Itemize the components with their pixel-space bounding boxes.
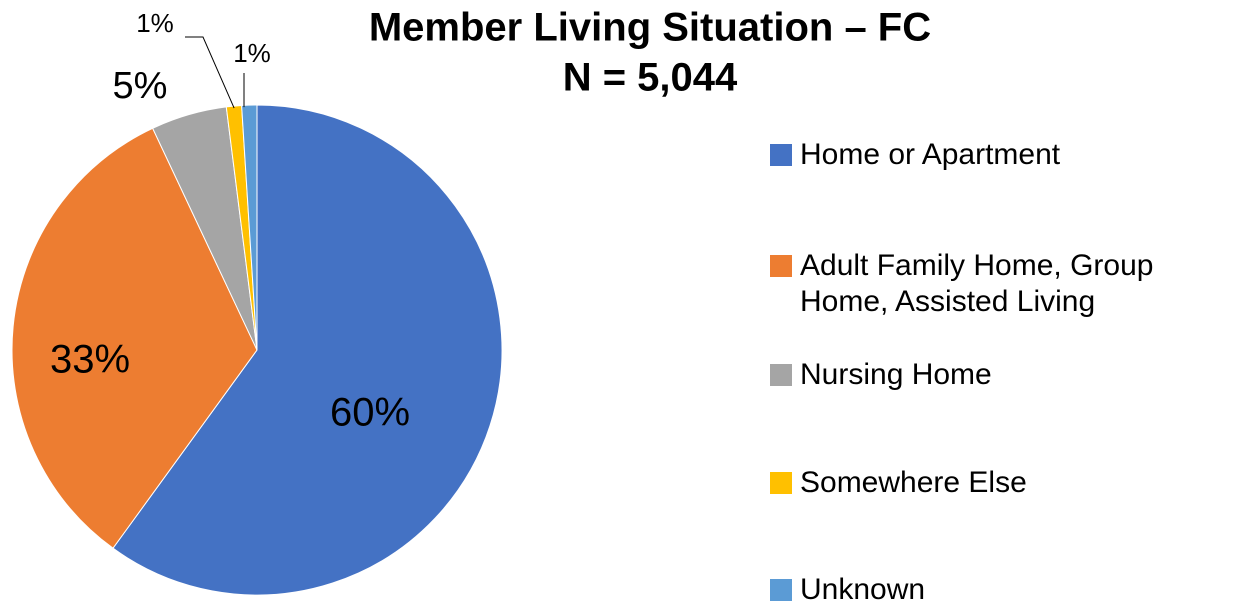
- legend-item: Adult Family Home, Group Home, Assisted …: [770, 248, 1240, 320]
- pie-slice: [112, 104, 503, 596]
- legend-swatch: [770, 472, 792, 494]
- legend-swatch: [770, 579, 792, 601]
- legend-label: Adult Family Home, Group Home, Assisted …: [800, 249, 1154, 318]
- legend-label: Unknown: [800, 573, 926, 606]
- legend-swatch: [770, 144, 792, 166]
- legend-label: Somewhere Else: [800, 466, 1027, 499]
- leader-line: [185, 36, 235, 109]
- legend-item: Nursing Home: [770, 357, 1240, 393]
- data-label: 5%: [113, 65, 168, 107]
- chart-subtitle: N = 5,044: [563, 56, 738, 100]
- data-label: 60%: [330, 391, 410, 435]
- data-label: 1%: [233, 38, 271, 68]
- pie-slice: [11, 127, 258, 549]
- legend-label: Home or Apartment: [800, 138, 1061, 171]
- legend-item: Home or Apartment: [770, 137, 1240, 173]
- legend-item: Unknown: [770, 572, 1240, 606]
- legend-swatch: [770, 255, 792, 277]
- legend-item: Somewhere Else: [770, 465, 1240, 501]
- data-label: 33%: [50, 338, 130, 382]
- chart-title: Member Living Situation – FC: [369, 6, 931, 50]
- pie-slice: [241, 104, 258, 351]
- legend-swatch: [770, 364, 792, 386]
- legend-label: Nursing Home: [800, 358, 992, 391]
- data-label: 1%: [136, 8, 174, 38]
